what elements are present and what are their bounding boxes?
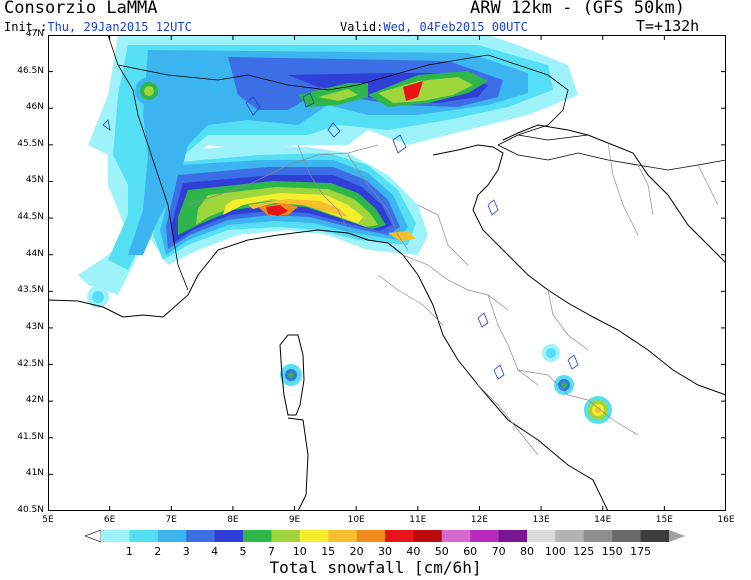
colorbar-level-label: 70 xyxy=(491,545,506,558)
colorbar-segment xyxy=(498,530,528,542)
colorbar-level-label: 4 xyxy=(211,545,219,558)
colorbar-level-label: 30 xyxy=(378,545,392,558)
lon-tick-label: 14E xyxy=(594,515,612,525)
colorbar-level-label: 175 xyxy=(630,545,652,558)
lat-tick-label: 45.5N xyxy=(17,138,44,149)
lon-tick-label: 7E xyxy=(165,515,177,525)
colorbar-segment xyxy=(385,530,414,542)
lakes xyxy=(102,92,579,380)
colorbar-segment xyxy=(101,530,130,542)
source-title: Consorzio LaMMA xyxy=(4,0,158,18)
lat-tick-label: 43N xyxy=(25,321,44,332)
colorbar-segment xyxy=(271,530,301,542)
lat-tick-label: 44.5N xyxy=(17,212,44,223)
colorbar-level-label: 125 xyxy=(573,545,595,558)
colorbar-level-label: 1 xyxy=(125,545,133,558)
colorbar-segment xyxy=(186,530,216,542)
colorbar-segment xyxy=(555,530,585,542)
colorbar-min-arrow xyxy=(85,530,102,542)
colorbar-segment xyxy=(328,530,358,542)
colorbar-level-label: 7 xyxy=(267,545,275,558)
lat-tick-label: 43.5N xyxy=(17,285,44,296)
colorbar-segment xyxy=(640,530,670,542)
lat-tick-label: 46N xyxy=(25,102,44,113)
colorbar-segment xyxy=(470,530,500,542)
colorbar-segment xyxy=(441,530,471,542)
init-value: Thu, 29Jan2015 12UTC xyxy=(47,20,192,34)
colorbar-level-label: 15 xyxy=(321,545,336,558)
colorbar-title: Total snowfall [cm/6h] xyxy=(269,558,482,577)
colorbar-level-label: 80 xyxy=(520,545,534,558)
lat-tick-label: 41.5N xyxy=(17,431,44,442)
colorbar-level-label: 2 xyxy=(154,545,162,558)
axis-ticks xyxy=(48,35,726,511)
lon-tick-label: 8E xyxy=(227,515,239,525)
lon-tick-label: 9E xyxy=(288,515,301,525)
lat-tick-label: 40.5N xyxy=(17,505,44,515)
valid-label: Valid: xyxy=(340,20,384,34)
lat-tick-label: 45N xyxy=(25,175,44,186)
colorbar-level-label: 40 xyxy=(406,545,421,558)
init-time: Init.:Thu, 29Jan2015 12UTC xyxy=(4,20,192,34)
valid-value: Wed, 04Feb2015 00UTC xyxy=(383,20,528,34)
lon-tick-label: 13E xyxy=(532,515,550,525)
colorbar-max-arrow xyxy=(669,530,685,542)
map-frame xyxy=(48,35,726,511)
colorbar-segment xyxy=(243,530,272,542)
lon-tick-label: 6E xyxy=(103,515,116,525)
lat-tick-label: 42.5N xyxy=(17,358,44,369)
colorbar-level-label: 5 xyxy=(239,545,247,558)
lon-tick-label: 11E xyxy=(409,515,427,525)
lon-tick-label: 15E xyxy=(655,515,673,525)
model-title: ARW 12km - (GFS 50km) xyxy=(470,0,685,18)
colorbar-level-label: 150 xyxy=(601,545,623,558)
lead-time: T=+132h xyxy=(636,17,700,35)
valid-time: Valid:Wed, 04Feb2015 00UTC xyxy=(340,20,528,34)
colorbar-level-label: 100 xyxy=(544,545,566,558)
lon-tick-label: 10E xyxy=(347,515,365,525)
colorbar-segment xyxy=(612,530,642,542)
colorbar-segment xyxy=(356,530,386,542)
colorbar-level-label: 20 xyxy=(349,545,364,558)
lon-tick-label: 12E xyxy=(470,515,489,525)
colorbar-segment xyxy=(214,530,244,542)
lon-tick-label: 5E xyxy=(42,515,54,525)
colorbar-level-label: 3 xyxy=(182,545,190,558)
colorbar-segment xyxy=(157,530,187,542)
snowfall-colorbar xyxy=(85,530,685,542)
lat-tick-label: 42N xyxy=(25,395,44,406)
coastlines xyxy=(48,124,726,511)
init-label: Init.: xyxy=(4,20,48,34)
colorbar-segment xyxy=(299,530,329,542)
region-borders xyxy=(187,142,719,456)
colorbar-level-label: 60 xyxy=(463,545,478,558)
country-borders xyxy=(107,35,726,291)
lat-tick-label: 47N xyxy=(25,29,44,39)
colorbar-segment xyxy=(129,530,159,542)
colorbar-level-label: 10 xyxy=(292,545,307,558)
lon-tick-label: 16E xyxy=(717,515,735,525)
lat-tick-label: 44N xyxy=(25,248,44,259)
colorbar-segment xyxy=(413,530,443,542)
lat-tick-label: 41N xyxy=(25,468,44,479)
colorbar-level-label: 50 xyxy=(434,545,449,558)
colorbar-segment xyxy=(583,530,613,542)
snowfall-map xyxy=(48,35,726,511)
lat-tick-label: 46.5N xyxy=(17,65,44,76)
colorbar-segment xyxy=(527,530,556,542)
